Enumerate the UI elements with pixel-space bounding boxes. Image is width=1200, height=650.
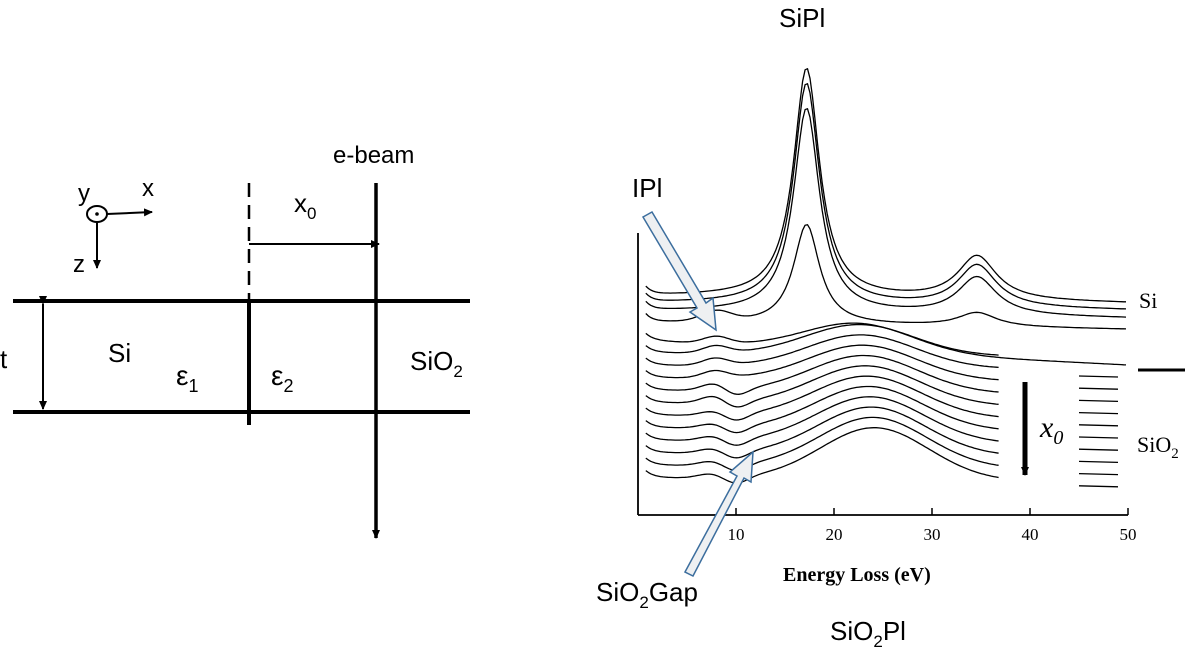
offset-tick-mark bbox=[1078, 460, 1119, 464]
geometry-diagram: y x z e-beam x0 t Si SiO2 ε1 ε2 bbox=[0, 142, 470, 539]
offset-tick-mark bbox=[1078, 448, 1119, 451]
z-axis-label: z bbox=[73, 251, 85, 278]
offset-tick-mark bbox=[1078, 387, 1119, 390]
spectrum-curve bbox=[645, 323, 999, 356]
sio2-region-label: SiO2 bbox=[1137, 432, 1179, 462]
si-material-label: Si bbox=[108, 338, 131, 368]
spectra-series bbox=[645, 68, 1127, 484]
x-tick-label: 50 bbox=[1120, 525, 1137, 544]
sio2-gap-label: SiO2Gap bbox=[596, 577, 698, 612]
spectrum-curve bbox=[645, 344, 999, 381]
x-axis-arrow bbox=[106, 208, 153, 217]
sio2-material-label: SiO2 bbox=[410, 346, 463, 381]
x-axis-label: x bbox=[142, 175, 154, 202]
interface-plasmon-arrow bbox=[641, 210, 717, 332]
x-axis-ticks: 10 20 30 40 50 bbox=[728, 508, 1137, 544]
x-tick-label: 30 bbox=[924, 525, 941, 544]
spectrum-curve bbox=[645, 396, 999, 446]
offset-tick-mark bbox=[1078, 485, 1119, 488]
x-tick-label: 20 bbox=[826, 525, 843, 544]
e-beam-label: e-beam bbox=[333, 142, 414, 169]
offset-tick-mark bbox=[1078, 399, 1119, 403]
sio2-offset-ticks bbox=[1078, 375, 1119, 488]
spectrum-curve bbox=[645, 334, 999, 369]
y-axis-label: y bbox=[78, 180, 90, 207]
offset-tick-mark bbox=[1078, 375, 1119, 378]
x-axis-title: Energy Loss (eV) bbox=[783, 564, 931, 586]
x-tick-label: 40 bbox=[1022, 525, 1039, 544]
spectrum-curve bbox=[645, 416, 999, 472]
spectrum-curve bbox=[645, 406, 999, 459]
epsilon1-label: ε1 bbox=[176, 360, 199, 396]
offset-label: x0 bbox=[294, 188, 316, 223]
offset-tick-mark bbox=[1078, 411, 1119, 415]
spectrum-curve bbox=[645, 375, 999, 421]
eels-spectra-chart: 10 20 30 40 50 Energy Loss (eV) Si SiO2 x0 S… bbox=[596, 3, 1185, 650]
sio2-plasmon-label: SiO2Pl bbox=[830, 616, 906, 650]
si-region-label: Si bbox=[1139, 288, 1157, 313]
x-tick-label: 10 bbox=[728, 525, 745, 544]
thickness-label: t bbox=[0, 344, 8, 374]
spectrum-curve bbox=[645, 354, 999, 395]
epsilon2-label: ε2 bbox=[271, 360, 294, 396]
si-plasmon-label: SiPl bbox=[779, 3, 825, 33]
spectrum-curve bbox=[645, 224, 1127, 330]
spectrum-curve bbox=[645, 83, 1127, 310]
spectrum-curve bbox=[645, 385, 999, 434]
offset-tick-mark bbox=[1078, 424, 1119, 427]
spectrum-curve bbox=[645, 365, 999, 408]
y-axis-dot bbox=[95, 212, 99, 216]
spectrum-curve bbox=[645, 427, 999, 484]
spectrum-curve bbox=[645, 108, 1127, 318]
x0-direction-label: x0 bbox=[1039, 411, 1063, 449]
coordinate-axes: y x z bbox=[73, 175, 154, 278]
offset-tick-mark bbox=[1078, 436, 1119, 439]
spectrum-curve bbox=[645, 68, 1126, 303]
interface-plasmon-label: IPl bbox=[632, 173, 662, 203]
offset-tick-mark bbox=[1078, 472, 1119, 476]
sio2-gap-arrow bbox=[683, 450, 754, 578]
